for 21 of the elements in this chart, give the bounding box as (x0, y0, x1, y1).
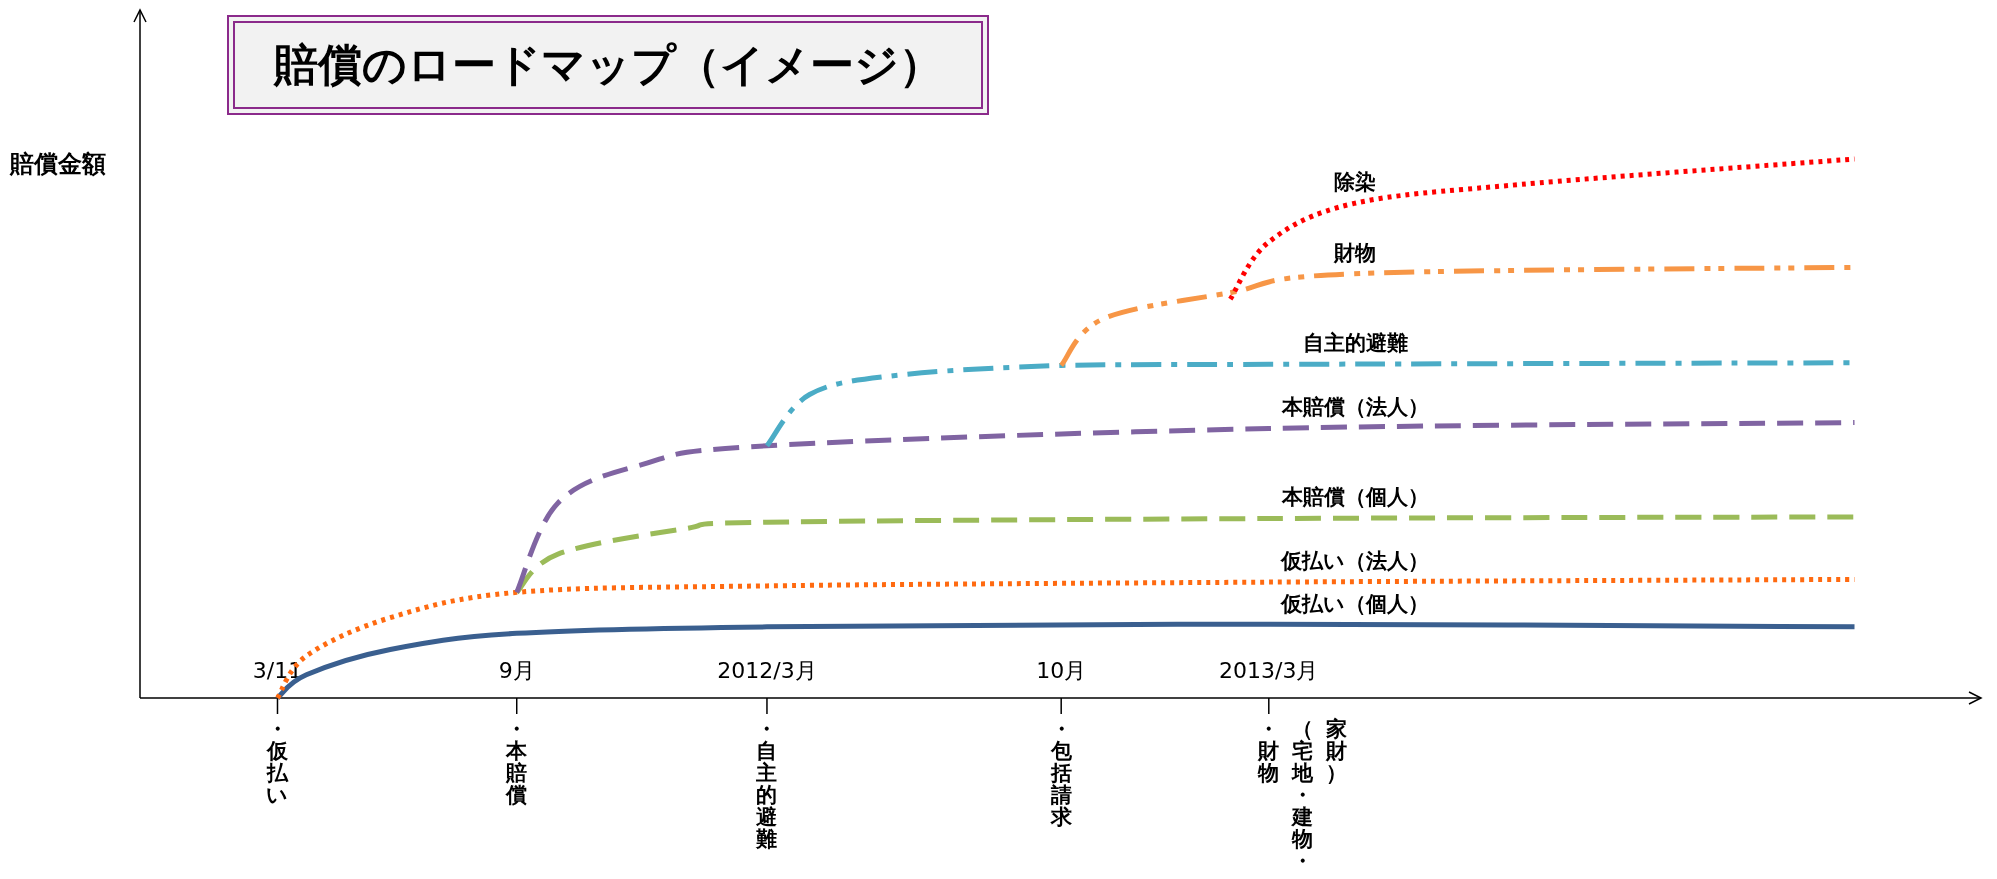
x-tick-label: 9月 (498, 658, 535, 683)
annotation: ・財物 (1258, 717, 1280, 785)
x-tick-label: 2013/3月 (1219, 658, 1319, 683)
series-label: 自主的避難 (1302, 331, 1408, 356)
x-tick-label: 10月 (1036, 658, 1087, 683)
title: 賠償のロードマップ（イメージ） (227, 15, 989, 115)
annotation: 家財） (1326, 717, 1348, 785)
series-label: 財物 (1333, 240, 1377, 265)
series-label: 除染 (1334, 170, 1377, 195)
x-tick-label: 2012/3月 (717, 658, 817, 683)
series-label: 仮払い（個人） (1280, 591, 1430, 616)
series-label: 仮払い（法人） (1280, 548, 1430, 573)
chart-title: 賠償のロードマップ（イメージ） (272, 39, 943, 90)
series-label: 本賠償（法人） (1280, 394, 1429, 419)
y-axis-title: 賠償金額 (9, 150, 106, 178)
annotation: ・包括請求 (1050, 717, 1072, 829)
series-label: 本賠償（個人） (1280, 485, 1429, 510)
annotation: （宅地・建物・ (1292, 717, 1314, 873)
annotation: ・仮払い (266, 717, 289, 807)
annotation: ・本賠償 (506, 717, 528, 807)
annotation: ・自主的避難 (756, 717, 778, 851)
